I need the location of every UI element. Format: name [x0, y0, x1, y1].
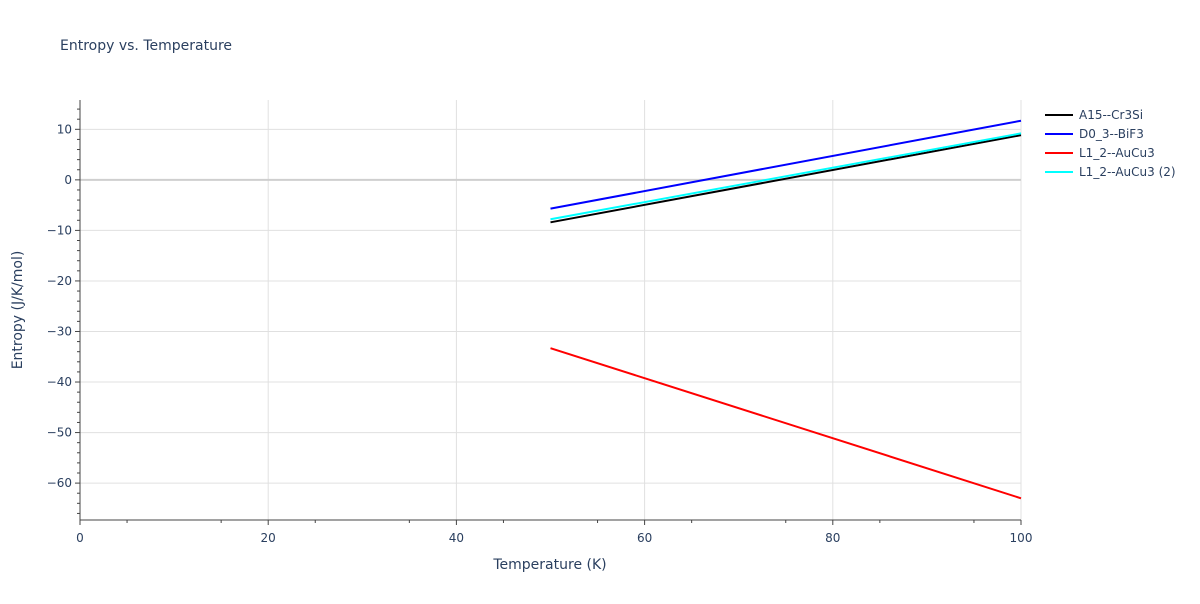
legend[interactable]: A15--Cr3Si D0_3--BiF3 L1_2--AuCu3 L1_2--AuC… [1045, 108, 1176, 179]
y-tick-label: −60 [47, 476, 72, 490]
y-axis-label: Entropy (J/K/mol) [10, 251, 26, 370]
y-tick-label: −40 [47, 375, 72, 389]
series-group [550, 119, 1022, 500]
y-tick-label: 10 [57, 122, 72, 136]
x-tick-label: 40 [449, 531, 464, 545]
legend-label: A15--Cr3Si [1079, 108, 1143, 122]
y-tick-label: −50 [47, 426, 72, 440]
grid [80, 100, 1022, 520]
series-line [550, 132, 1022, 221]
chart-title: Entropy vs. Temperature [60, 38, 232, 54]
legend-label: L1_2--AuCu3 (2) [1079, 165, 1176, 179]
y-tick-label: −30 [47, 324, 72, 338]
series-line [550, 119, 1022, 210]
x-tick-label: 100 [1010, 531, 1033, 545]
y-tick-label: 0 [64, 173, 72, 187]
x-tick-label: 80 [825, 531, 840, 545]
series-line [550, 347, 1022, 500]
x-tick-label: 0 [76, 531, 84, 545]
x-tick-label: 20 [261, 531, 276, 545]
y-tick-label: −10 [47, 223, 72, 237]
legend-label: D0_3--BiF3 [1079, 127, 1144, 141]
x-axis-label: Temperature (K) [492, 557, 606, 573]
legend-label: L1_2--AuCu3 [1079, 146, 1155, 160]
x-tick-label: 60 [637, 531, 652, 545]
series-line [550, 134, 1022, 224]
y-tick-label: −20 [47, 274, 72, 288]
